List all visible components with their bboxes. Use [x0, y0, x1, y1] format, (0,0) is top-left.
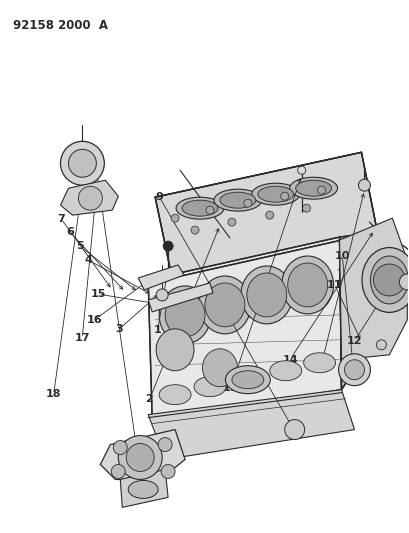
Ellipse shape — [205, 283, 245, 327]
Circle shape — [344, 360, 364, 379]
Circle shape — [79, 186, 102, 210]
Text: 9: 9 — [156, 192, 164, 203]
Polygon shape — [138, 265, 184, 290]
Circle shape — [358, 179, 371, 191]
Polygon shape — [120, 470, 168, 507]
Circle shape — [228, 218, 236, 226]
Circle shape — [163, 241, 173, 251]
Ellipse shape — [214, 189, 262, 211]
Ellipse shape — [194, 377, 226, 397]
Ellipse shape — [182, 200, 218, 216]
Ellipse shape — [165, 293, 205, 337]
Ellipse shape — [362, 247, 409, 312]
Text: 2: 2 — [146, 394, 153, 405]
Circle shape — [156, 289, 168, 301]
Circle shape — [303, 204, 311, 212]
Circle shape — [373, 264, 405, 296]
Polygon shape — [148, 237, 342, 419]
Circle shape — [285, 419, 305, 440]
Text: 6: 6 — [66, 227, 74, 237]
Ellipse shape — [258, 186, 294, 202]
Text: 15: 15 — [91, 289, 106, 299]
Circle shape — [206, 206, 214, 214]
Text: 7: 7 — [57, 214, 65, 224]
Text: 8: 8 — [92, 165, 100, 175]
Circle shape — [399, 274, 409, 290]
Ellipse shape — [296, 180, 332, 196]
Polygon shape — [339, 232, 394, 390]
Polygon shape — [148, 390, 355, 459]
Circle shape — [111, 464, 125, 479]
Ellipse shape — [159, 286, 211, 344]
Circle shape — [298, 166, 306, 174]
Ellipse shape — [159, 385, 191, 405]
Ellipse shape — [202, 349, 237, 386]
Ellipse shape — [156, 329, 194, 371]
Circle shape — [266, 211, 274, 219]
Circle shape — [126, 443, 154, 472]
Text: 19: 19 — [223, 383, 239, 393]
Circle shape — [61, 141, 104, 185]
Ellipse shape — [232, 369, 264, 389]
Circle shape — [161, 464, 175, 479]
Ellipse shape — [290, 177, 337, 199]
Text: 10: 10 — [335, 251, 350, 261]
Text: 1: 1 — [154, 325, 162, 335]
Polygon shape — [155, 152, 378, 278]
Ellipse shape — [225, 366, 270, 394]
Text: 17: 17 — [74, 333, 90, 343]
Text: 13: 13 — [313, 362, 328, 373]
Text: 3: 3 — [115, 324, 123, 334]
Circle shape — [339, 354, 371, 386]
Circle shape — [158, 438, 172, 451]
Text: 11: 11 — [327, 280, 343, 290]
Circle shape — [191, 226, 199, 234]
Circle shape — [68, 149, 97, 177]
Circle shape — [376, 340, 387, 350]
Polygon shape — [100, 430, 185, 480]
Ellipse shape — [371, 256, 408, 304]
Circle shape — [171, 214, 179, 222]
Ellipse shape — [220, 192, 256, 208]
Ellipse shape — [252, 183, 300, 205]
Ellipse shape — [128, 480, 158, 498]
Circle shape — [281, 192, 289, 200]
Text: 16: 16 — [87, 314, 102, 325]
Polygon shape — [61, 180, 118, 215]
Circle shape — [118, 435, 162, 480]
Ellipse shape — [270, 361, 302, 381]
Text: 5: 5 — [76, 241, 84, 251]
Ellipse shape — [176, 197, 224, 219]
Text: 12: 12 — [347, 336, 362, 346]
Ellipse shape — [247, 273, 287, 317]
Ellipse shape — [241, 266, 293, 324]
Text: 18: 18 — [46, 389, 61, 399]
Ellipse shape — [303, 353, 335, 373]
Ellipse shape — [232, 371, 264, 389]
Ellipse shape — [199, 276, 251, 334]
Polygon shape — [148, 283, 213, 312]
Polygon shape — [339, 218, 407, 360]
Ellipse shape — [282, 256, 334, 314]
Text: 14: 14 — [282, 354, 298, 365]
Circle shape — [318, 186, 326, 194]
Circle shape — [113, 441, 127, 455]
Text: 92158 2000  A: 92158 2000 A — [13, 19, 108, 31]
Ellipse shape — [288, 263, 328, 307]
Text: 4: 4 — [84, 255, 92, 265]
Circle shape — [244, 199, 252, 207]
